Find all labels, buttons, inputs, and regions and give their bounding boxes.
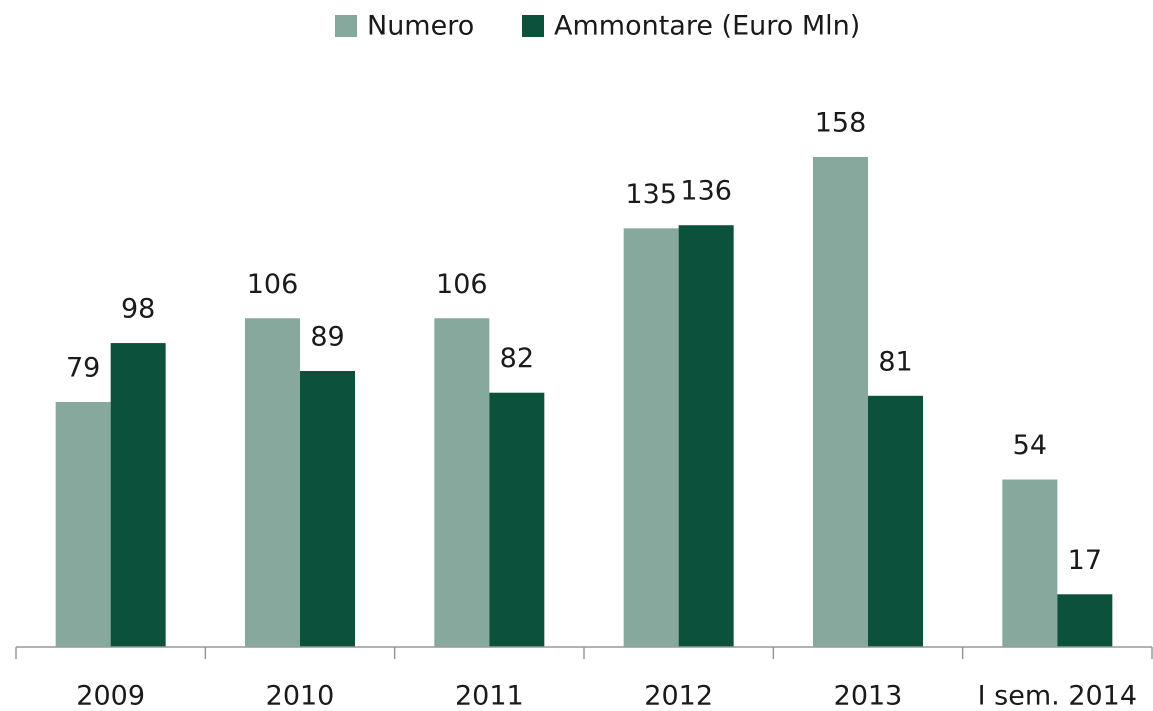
bar: [813, 157, 868, 647]
x-tick-label: 2010: [266, 681, 335, 711]
data-label: 106: [247, 269, 299, 300]
legend-swatch: [522, 15, 544, 37]
x-tick-label: I sem. 2014: [978, 681, 1137, 711]
bar: [110, 343, 166, 647]
legend-label: Numero: [367, 11, 474, 42]
data-label: 81: [878, 346, 912, 377]
x-tick-label: 2011: [455, 681, 524, 711]
x-tick-label: 2009: [76, 681, 145, 711]
bar: [623, 228, 679, 648]
bar: [55, 402, 111, 647]
data-label: 158: [815, 108, 867, 139]
bar: [434, 318, 490, 647]
data-label: 82: [500, 343, 534, 374]
data-label: 79: [66, 353, 100, 384]
data-label: 98: [121, 294, 155, 325]
data-label: 135: [625, 179, 677, 210]
data-label: 106: [436, 269, 488, 300]
bar: [1057, 594, 1113, 647]
data-label: 17: [1068, 545, 1102, 576]
bar: [678, 225, 734, 647]
bar: [300, 370, 355, 647]
legend-label: Ammontare (Euro Mln): [554, 11, 860, 42]
data-label: 54: [1013, 430, 1047, 461]
data-label: 136: [680, 176, 732, 207]
bar: [868, 395, 923, 647]
bar: [1002, 479, 1058, 647]
legend-swatch: [335, 15, 357, 37]
bar: [245, 318, 300, 647]
data-label: 89: [310, 321, 344, 352]
bar: [489, 392, 545, 647]
x-tick-label: 2013: [834, 681, 903, 711]
x-tick-label: 2012: [644, 681, 713, 711]
